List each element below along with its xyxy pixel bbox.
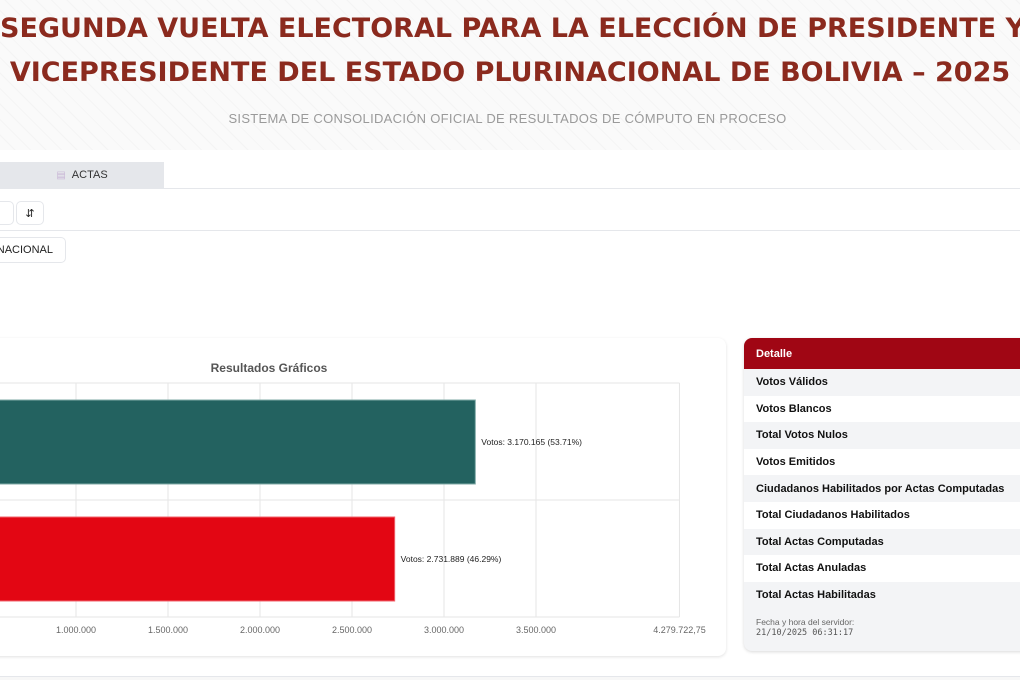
detail-row: Votos Blancos: [744, 395, 1020, 423]
footer-divider: [0, 676, 1020, 680]
toolbar: ⇵: [0, 189, 1020, 231]
x-tick-label: 2.500.000: [332, 625, 372, 635]
tab-label: ACTAS: [71, 169, 108, 181]
detail-row: Votos Válidos: [744, 369, 1020, 396]
detail-row: Votos Emitidos: [744, 448, 1020, 476]
bar: [0, 399, 476, 485]
sort-icon: ⇵: [25, 207, 35, 220]
partial-button[interactable]: [0, 201, 14, 225]
server-time: Fecha y hora del servidor: 21/10/2025 06…: [744, 608, 1020, 648]
chart-card: [0, 338, 726, 656]
page-header: SEGUNDA VUELTA ELECTORAL PARA LA ELECCIÓ…: [0, 0, 1020, 150]
sort-button[interactable]: ⇵: [16, 201, 44, 225]
detail-row: Total Votos Nulos: [744, 422, 1020, 449]
bar-data-label: Votos: 3.170.165 (53.71%): [481, 437, 582, 447]
chart-title: Resultados Gráficos: [210, 361, 328, 375]
x-tick-label: 2.000.000: [240, 625, 280, 635]
scope-nacional-button[interactable]: NACIONAL: [0, 237, 66, 263]
server-time-label: Fecha y hora del servidor:: [756, 617, 855, 628]
x-tick-label: 3.500.000: [516, 625, 556, 635]
detail-header: Detalle: [744, 338, 1020, 369]
page-title-line2: VICEPRESIDENTE DEL ESTADO PLURINACIONAL …: [9, 57, 1011, 88]
page-title-line1: SEGUNDA VUELTA ELECTORAL PARA LA ELECCIÓ…: [0, 13, 1020, 44]
x-tick-label: 1.500.000: [148, 625, 188, 635]
detail-row: Total Ciudadanos Habilitados: [744, 501, 1020, 529]
detail-panel: Detalle Votos Válidos Votos Blancos Total …: [744, 338, 1020, 651]
x-tick-label: 4.279.722,75: [653, 625, 706, 635]
x-tick-label: 3.000.000: [424, 625, 464, 635]
server-time-value: 21/10/2025 06:31:17: [756, 628, 854, 639]
detail-row: Total Actas Anuladas: [744, 555, 1020, 582]
bar: [0, 516, 396, 602]
page-subtitle: SISTEMA DE CONSOLIDACIÓN OFICIAL DE RESU…: [228, 111, 787, 126]
tab-bar: ▤ ACTAS: [0, 162, 1020, 189]
detail-row: Ciudadanos Habilitados por Actas Computa…: [744, 475, 1020, 502]
bar-data-label: Votos: 2.731.889 (46.29%): [401, 554, 502, 564]
detail-row: Total Actas Computadas: [744, 528, 1020, 556]
bar-chart: 1.000.000 1.500.000 2.000.000 2.500.000 3.00…: [0, 382, 706, 635]
scope-label: NACIONAL: [0, 244, 53, 256]
tab-actas[interactable]: ▤ ACTAS: [0, 162, 164, 188]
document-icon: ▤: [56, 169, 66, 181]
detail-row: Total Actas Habilitadas: [744, 581, 1020, 609]
x-tick-label: 1.000.000: [56, 625, 96, 635]
